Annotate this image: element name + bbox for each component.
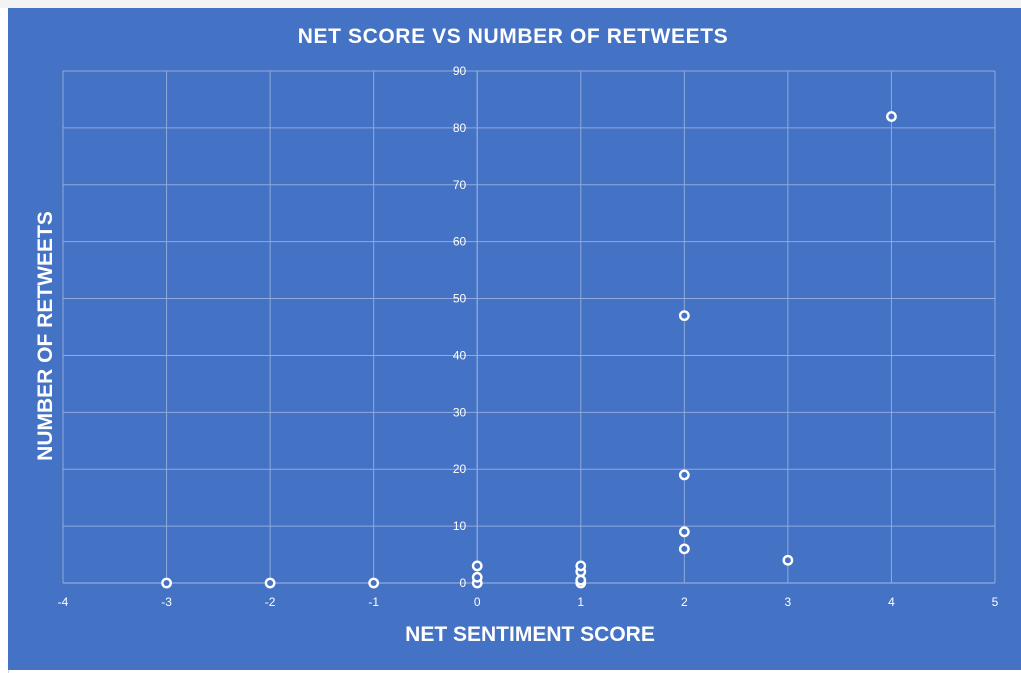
x-tick-label: 3 [785,595,792,609]
y-tick-label: 90 [453,64,467,78]
x-tick-label: 0 [474,595,481,609]
x-tick-label: 5 [992,595,999,609]
scatter-chart[interactable]: -4 -3 -2 -1 0 1 2 3 4 5 0 10 20 30 40 50 60 70 80 90 NET SC… [8,8,1021,670]
data-point[interactable] [678,543,690,555]
data-point[interactable] [575,560,587,572]
x-tick-label: 4 [888,595,895,609]
y-tick-label: 60 [453,235,467,249]
y-tick-label: 50 [453,292,467,306]
y-tick-label: 30 [453,405,467,419]
x-tick-label: -4 [58,595,69,609]
x-tick-label: -2 [265,595,276,609]
chart-title[interactable]: NET SCORE VS NUMBER OF RETWEETS [298,25,728,48]
data-point[interactable] [471,571,483,583]
data-point[interactable] [264,577,276,589]
y-tick-label: 0 [460,576,467,590]
gridlines [62,70,996,584]
x-tick-label: 1 [577,595,584,609]
y-tick-label: 10 [453,519,467,533]
data-point[interactable] [161,577,172,589]
data-point[interactable] [471,560,483,572]
data-point[interactable] [782,554,794,566]
x-tick-label: -1 [368,595,379,609]
data-point[interactable] [678,469,690,481]
y-tick-label: 70 [453,178,467,192]
data-point[interactable] [886,111,897,122]
data-point[interactable] [678,310,690,322]
data-point[interactable] [678,526,690,538]
y-tick-label: 40 [453,348,467,362]
x-tick-label: -3 [161,595,172,609]
data-point[interactable] [368,577,380,589]
data-point[interactable] [575,574,587,586]
y-tick-label: 20 [453,462,467,476]
y-tick-label: 80 [453,121,467,135]
x-axis-title[interactable]: NET SENTIMENT SCORE [405,623,655,646]
x-tick-label: 2 [681,595,688,609]
y-axis-title[interactable]: NUMBER OF RETWEETS [34,211,57,461]
data-points [161,111,897,589]
